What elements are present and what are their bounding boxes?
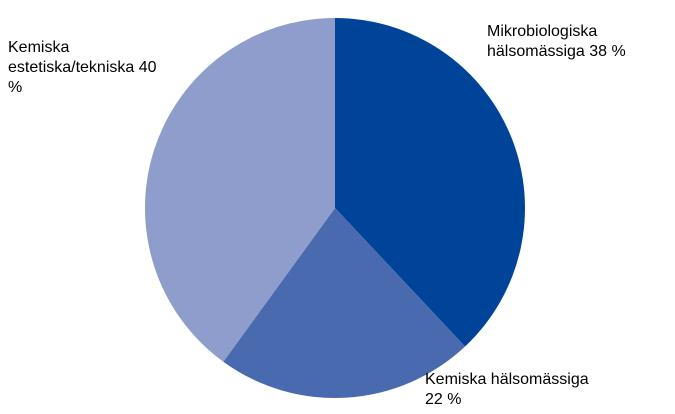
value-label: 22 % (425, 391, 462, 408)
pie-slice (145, 18, 335, 362)
category-label: Mikrobiologiska hälsomässiga (487, 23, 598, 60)
value-label: 38 % (589, 43, 626, 60)
pie-slice (335, 18, 526, 347)
slice-label: Kemiska estetiska/tekniska 40 % (8, 38, 168, 98)
category-label: Kemiska hälsomässiga (425, 371, 589, 388)
slice-label: Kemiska hälsomässiga 22 % (425, 370, 605, 410)
value-label: 40 % (8, 59, 157, 96)
slice-label: Mikrobiologiska hälsomässiga 38 % (487, 22, 672, 62)
pie-slice (223, 208, 466, 398)
category-label: Kemiska estetiska/tekniska (8, 39, 135, 76)
